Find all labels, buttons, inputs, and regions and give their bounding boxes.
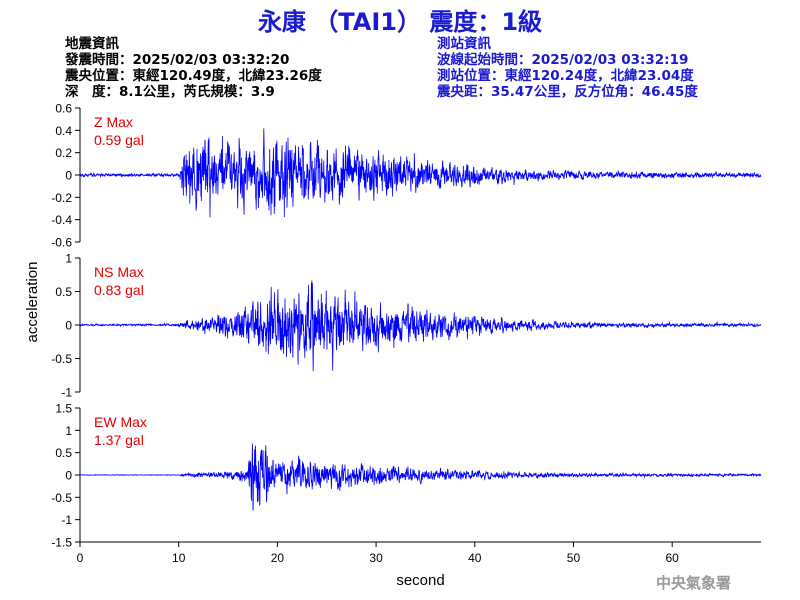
- earthquake-time: 發震時間：2025/02/03 03:32:20: [65, 52, 290, 68]
- wave-start-time: 波線起始時間：2025/02/03 03:32:19: [437, 52, 689, 68]
- x-tick-label: 0: [77, 551, 84, 565]
- station-info-block: 測站資訊 波線起始時間：2025/02/03 03:32:19 測站位置：東經1…: [437, 36, 698, 100]
- y-axis-label: acceleration: [24, 262, 41, 343]
- y-tick-label: 0: [65, 469, 72, 483]
- max-value-ew: 1.37 gal: [94, 432, 144, 448]
- chart-title: 永康 （TAI1） 震度：1級: [257, 8, 543, 36]
- max-label-ew: EW Max: [94, 414, 147, 430]
- waveform-ew: [79, 443, 762, 511]
- y-tick-label: 1: [65, 424, 72, 438]
- y-tick-label: -0.6: [51, 236, 72, 250]
- x-axis-label: second: [396, 572, 444, 589]
- waveform-ns: [79, 280, 762, 372]
- y-tick-label: 0.4: [55, 124, 72, 138]
- y-tick-label: -0.2: [51, 191, 72, 205]
- y-tick-label: -0.4: [51, 213, 72, 227]
- x-tick-label: 30: [369, 551, 383, 565]
- x-tick-label: 60: [665, 551, 679, 565]
- y-tick-label: -0.5: [51, 352, 72, 366]
- y-tick-label: 0: [65, 169, 72, 183]
- y-tick-label: 0.2: [55, 146, 72, 160]
- y-tick-label: 1.5: [55, 402, 72, 416]
- y-tick-label: 1: [65, 252, 72, 266]
- earthquake-info-heading: 地震資訊: [65, 36, 119, 52]
- y-tick-label: 0.5: [55, 446, 72, 460]
- x-tick-label: 10: [172, 551, 186, 565]
- epicenter-location: 震央位置：東經120.49度，北緯23.26度: [65, 68, 322, 84]
- max-value-ns: 0.83 gal: [94, 282, 144, 298]
- y-tick-label: 0: [65, 319, 72, 333]
- y-tick-label: -1: [61, 386, 72, 400]
- y-tick-label: 0.5: [55, 285, 72, 299]
- y-tick-label: -1.5: [51, 536, 72, 550]
- x-tick-label: 50: [567, 551, 581, 565]
- station-info-heading: 測站資訊: [437, 36, 491, 52]
- distance-azimuth: 震央距：35.47公里，反方位角：46.45度: [437, 84, 698, 100]
- x-tick-label: 20: [271, 551, 285, 565]
- max-label-ns: NS Max: [94, 264, 144, 280]
- max-value-z: 0.59 gal: [94, 132, 144, 148]
- earthquake-info-block: 地震資訊 發震時間：2025/02/03 03:32:20 震央位置：東經120…: [65, 36, 322, 100]
- max-label-z: Z Max: [94, 114, 133, 130]
- x-tick-label: 40: [468, 551, 482, 565]
- watermark: 中央氣象署: [656, 574, 732, 592]
- station-location: 測站位置：東經120.24度，北緯23.04度: [437, 68, 694, 84]
- waveform-z: [79, 128, 762, 218]
- depth-magnitude: 深 度：8.1公里，芮氏規模：3.9: [65, 84, 275, 100]
- y-tick-label: -1: [61, 513, 72, 527]
- y-tick-label: -0.5: [51, 491, 72, 505]
- y-tick-label: 0.6: [55, 102, 72, 116]
